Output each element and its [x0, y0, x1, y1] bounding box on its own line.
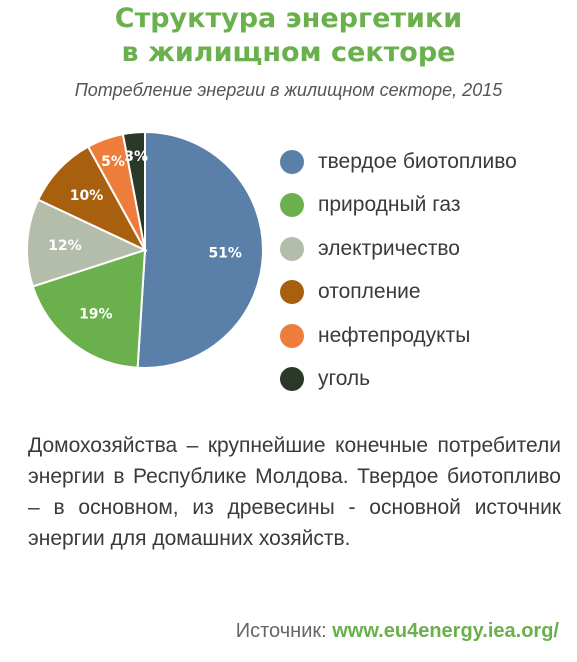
slice-label-4: 5%	[101, 154, 125, 170]
title-line-2: в жилищном секторе	[121, 37, 456, 68]
legend-swatch-icon	[280, 236, 304, 261]
pie-slice-5	[121, 130, 146, 251]
description-text: Домохозяйства – крупнейшие конечные потр…	[28, 434, 561, 550]
pie-slice-0	[136, 130, 264, 369]
pie-chart: 51% 19% 12% 10% 5% 3%	[26, 130, 264, 369]
title-line-1: Структура энергетики	[114, 3, 463, 34]
legend-item-2: электричество	[280, 227, 570, 271]
chart-title: Структура энергетики в жилищном секторе	[0, 2, 577, 70]
chart-subtitle: Потребление энергии в жилищном секторе, …	[74, 80, 503, 100]
legend-swatch-icon	[280, 367, 304, 392]
legend-swatch-icon	[280, 193, 304, 218]
legend-label: нефтепродукты	[318, 323, 471, 347]
source-link[interactable]: www.eu4energy.iea.org/	[332, 620, 559, 642]
legend-label: уголь	[318, 367, 371, 391]
chart-legend: твердое биотопливо природный газ электриче…	[280, 140, 570, 401]
slice-label-0: 51%	[208, 246, 242, 262]
legend-swatch-icon	[280, 280, 304, 305]
source-label: Источник:	[235, 620, 333, 642]
legend-item-4: нефтепродукты	[280, 314, 570, 358]
legend-label: электричество	[318, 236, 460, 260]
legend-swatch-icon	[280, 149, 304, 174]
legend-item-5: уголь	[280, 358, 570, 402]
legend-item-1: природный газ	[280, 184, 570, 228]
legend-item-3: отопление	[280, 271, 570, 315]
pie-slice-3	[36, 145, 148, 253]
legend-item-0: твердое биотопливо	[280, 140, 570, 184]
slice-label-1: 19%	[79, 306, 113, 322]
slice-label-2: 12%	[48, 238, 82, 254]
slice-label-3: 10%	[70, 188, 104, 204]
source-line: Источник: www.eu4energy.iea.org/	[236, 620, 559, 643]
legend-label: твердое биотопливо	[318, 149, 517, 173]
slice-label-5: 3%	[124, 149, 148, 165]
legend-swatch-icon	[280, 323, 304, 348]
pie-slice-2	[26, 198, 148, 288]
legend-label: отопление	[318, 280, 421, 304]
legend-label: природный газ	[318, 193, 461, 217]
pie-slice-1	[31, 248, 147, 369]
